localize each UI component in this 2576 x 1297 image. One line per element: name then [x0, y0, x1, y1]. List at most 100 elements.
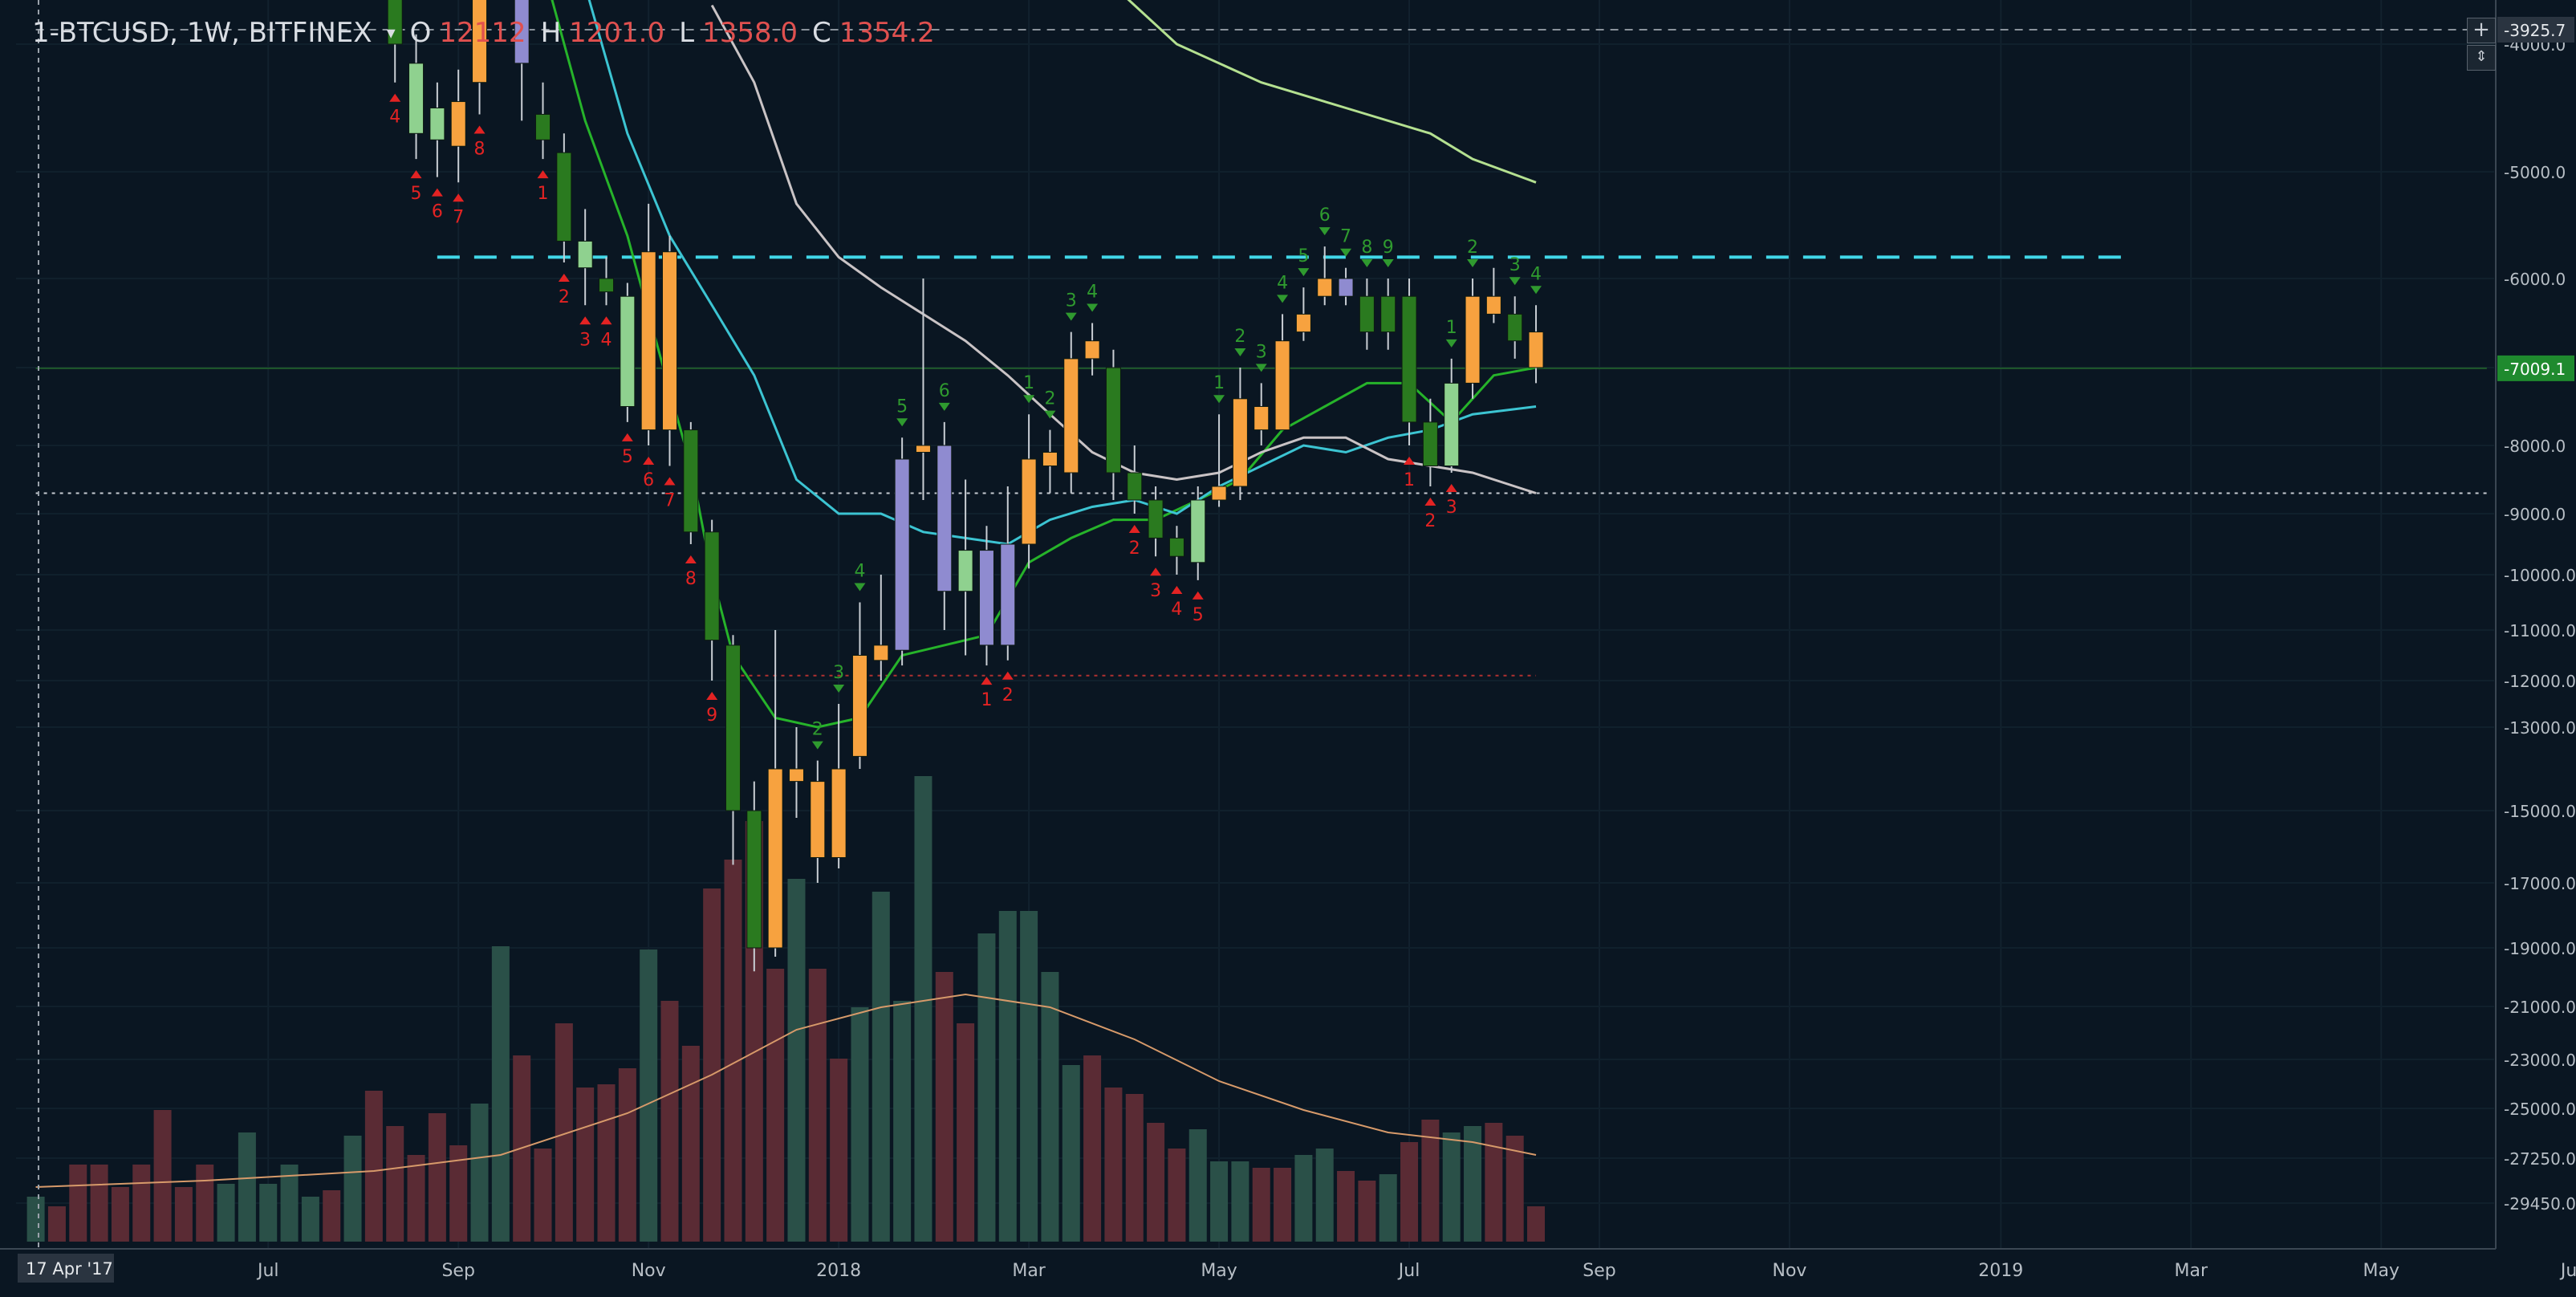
candle-body[interactable] — [408, 63, 425, 134]
candle-body[interactable] — [1422, 421, 1438, 467]
candle-body[interactable] — [662, 251, 677, 431]
price-tick-label: -29450.0 — [2504, 1194, 2576, 1214]
candle-body[interactable] — [1274, 340, 1290, 431]
volume-bar — [1210, 1161, 1229, 1242]
candle-body[interactable] — [472, 0, 488, 83]
candle-body[interactable] — [915, 445, 931, 453]
td-sell-count: 6 — [1319, 205, 1331, 226]
td-sell-arrow — [1234, 348, 1246, 356]
price-tick-label: -25000.0 — [2504, 1100, 2576, 1119]
candle-body[interactable] — [978, 550, 994, 646]
moving-average-line[interactable] — [1092, 0, 1537, 184]
td-sell-arrow — [1382, 259, 1394, 267]
td-sell-count: 3 — [833, 663, 844, 683]
candle-body[interactable] — [683, 429, 699, 533]
time-tick-label: 2019 — [1978, 1261, 2023, 1281]
candle-body[interactable] — [429, 108, 445, 140]
candle-body[interactable] — [1253, 406, 1270, 431]
volume-bar — [132, 1165, 151, 1242]
candle-body[interactable] — [1338, 278, 1354, 297]
crosshair-add-icon[interactable]: + — [2467, 18, 2496, 43]
td-sell-count: 1 — [1446, 318, 1457, 338]
volume-bar — [998, 911, 1017, 1242]
candle-body[interactable] — [1380, 295, 1396, 333]
candle-body[interactable] — [937, 445, 953, 592]
candle-body[interactable] — [1295, 313, 1311, 333]
td-buy-count: 1 — [981, 690, 992, 710]
candle-body[interactable] — [1485, 295, 1501, 315]
candle-body[interactable] — [704, 531, 720, 641]
scale-settings-icon[interactable]: ⇕ — [2467, 45, 2496, 71]
volume-bar — [407, 1155, 425, 1242]
candle-body[interactable] — [851, 655, 867, 757]
candle-body[interactable] — [1042, 452, 1058, 466]
price-tick-label: -17000.0 — [2504, 874, 2576, 893]
candle-body[interactable] — [957, 550, 973, 592]
candle-body[interactable] — [599, 278, 615, 293]
candle-body[interactable] — [387, 0, 403, 45]
candle-body[interactable] — [1465, 295, 1481, 384]
td-sell-arrow — [1467, 259, 1479, 267]
candle-body[interactable] — [1084, 340, 1100, 360]
candle-body[interactable] — [1000, 543, 1016, 646]
candle-body[interactable] — [1507, 313, 1523, 342]
td-sell-count: 3 — [1509, 255, 1521, 275]
candle-body[interactable] — [1168, 537, 1184, 557]
price-tick-label: -23000.0 — [2504, 1051, 2576, 1070]
candle-body[interactable] — [1317, 278, 1333, 297]
volume-bar — [977, 933, 996, 1242]
candle-body[interactable] — [1105, 367, 1121, 474]
candle-body[interactable] — [640, 251, 656, 431]
td-buy-count: 3 — [1446, 498, 1457, 518]
volume-bar — [1400, 1142, 1419, 1242]
time-tick-label: 2018 — [816, 1261, 861, 1281]
candle-body[interactable] — [514, 0, 530, 64]
candle-body[interactable] — [450, 101, 466, 147]
candle-body[interactable] — [788, 768, 804, 783]
candle-body[interactable] — [1063, 358, 1079, 474]
candle-body[interactable] — [1211, 486, 1227, 501]
volume-bar — [830, 1059, 848, 1242]
candle-body[interactable] — [1190, 499, 1206, 563]
td-sell-count: 4 — [1530, 264, 1542, 284]
td-sell-arrow — [1255, 364, 1267, 372]
candle-body[interactable] — [1528, 331, 1544, 368]
td-buy-arrow — [621, 433, 633, 441]
candle-body[interactable] — [767, 768, 783, 949]
candle-body[interactable] — [1021, 458, 1037, 545]
candle-body[interactable] — [873, 644, 889, 661]
volume-bar — [174, 1187, 193, 1242]
candle-body[interactable] — [1359, 295, 1375, 333]
td-sell-arrow — [833, 685, 845, 693]
volume-bar — [301, 1197, 319, 1242]
candle-body[interactable] — [725, 644, 741, 811]
volume-bar — [1358, 1181, 1376, 1242]
candle-body[interactable] — [1127, 472, 1143, 501]
td-buy-count: 4 — [601, 330, 612, 350]
symbol-dropdown-icon[interactable]: ▾ — [386, 22, 396, 43]
volume-bar — [597, 1084, 616, 1242]
candle-body[interactable] — [577, 240, 593, 269]
candle-body[interactable] — [556, 152, 572, 242]
candle-body[interactable] — [1401, 295, 1417, 423]
moving-average-line[interactable] — [585, 0, 1537, 546]
candle-body[interactable] — [620, 295, 636, 408]
candle-body[interactable] — [1232, 398, 1248, 487]
last-price-label: -7009.1 — [2504, 360, 2566, 379]
volume-bar — [1020, 911, 1038, 1242]
time-tick-label: Mar — [1012, 1261, 1046, 1281]
td-buy-count: 1 — [538, 184, 549, 204]
volume-bar — [1315, 1149, 1334, 1242]
candle-body[interactable] — [535, 113, 551, 140]
candle-body[interactable] — [810, 781, 826, 858]
candle-body[interactable] — [894, 458, 910, 651]
volume-bar — [280, 1165, 299, 1242]
volume-bar — [90, 1165, 108, 1242]
candle-body[interactable] — [1148, 499, 1164, 539]
td-buy-arrow — [1002, 671, 1014, 680]
symbol-label[interactable]: 1-BTCUSD, 1W, BITFINEX — [32, 17, 372, 49]
candle-body[interactable] — [831, 768, 847, 858]
candle-body[interactable] — [1444, 382, 1460, 466]
candle-body[interactable] — [746, 810, 762, 949]
